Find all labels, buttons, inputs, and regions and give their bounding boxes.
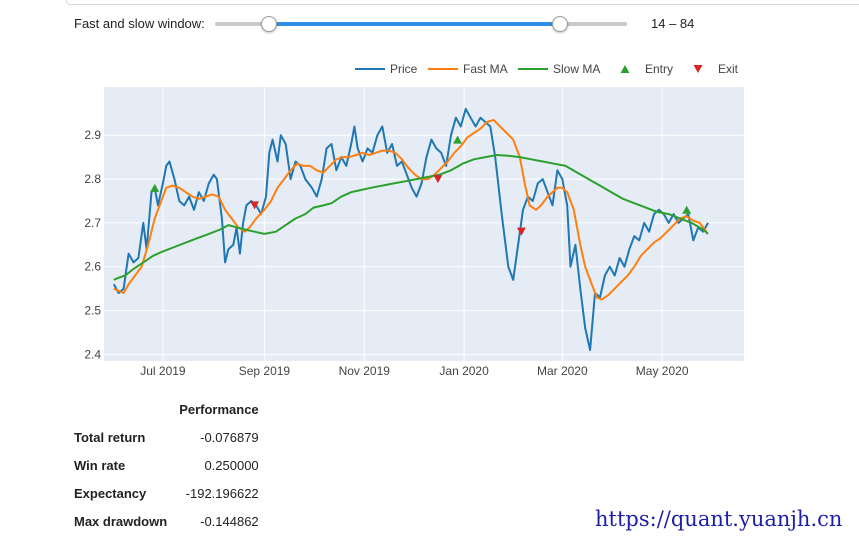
metric-label: Total return [74, 429, 146, 445]
series-line-price [112, 107, 709, 351]
legend-label: Fast MA [463, 62, 508, 76]
x-tick-label: Nov 2019 [339, 364, 391, 378]
y-tick-label: 2.7 [84, 216, 101, 230]
legend-label: Price [390, 62, 418, 76]
metric-value: -0.144862 [200, 513, 259, 529]
legend-label: Exit [718, 62, 739, 76]
range-slider-fill [269, 22, 561, 26]
window-slider-label: Fast and slow window: [74, 16, 205, 31]
fast-window-handle[interactable] [261, 16, 278, 32]
legend-label: Entry [645, 62, 673, 76]
metric-label: Max drawdown [74, 513, 168, 529]
metric-value: -0.076879 [200, 429, 259, 445]
table-row: Expectancy -192.196622 [68, 479, 265, 507]
exit-marker [433, 175, 443, 184]
window-range-value: 14 – 84 [651, 16, 695, 31]
table-row: Total return -0.076879 [68, 423, 265, 451]
performance-table: Performance Total return -0.076879 Win r… [68, 396, 265, 535]
x-tick-label: Jan 2020 [439, 364, 489, 378]
series-line-fast-ma [113, 118, 708, 301]
table-row: Win rate 0.250000 [68, 451, 265, 479]
watermark-url: https://quant.yuanjh.cn [595, 507, 843, 531]
top-panel-border [66, 0, 859, 5]
x-tick-label: Jul 2019 [140, 364, 186, 378]
x-tick-label: May 2020 [636, 364, 689, 378]
metric-value: 0.250000 [204, 457, 259, 473]
entry-marker [682, 205, 692, 214]
exit-marker [250, 201, 260, 210]
legend-label: Slow MA [553, 62, 600, 76]
series-line-slow-ma [113, 154, 709, 281]
y-tick-label: 2.8 [84, 172, 101, 186]
price-chart: 2.4 2.5 2.6 2.7 2.8 2.9 Jul 2019 Sep 2019 Nov 20… [84, 62, 744, 378]
table-row: Max drawdown -0.144862 [68, 507, 265, 535]
plot-area [104, 87, 744, 361]
entry-marker [453, 135, 463, 144]
legend-swatch [620, 65, 630, 73]
metric-label: Expectancy [74, 485, 147, 501]
x-tick-label: Sep 2019 [239, 364, 291, 378]
legend-swatch [693, 65, 703, 73]
metric-label: Win rate [74, 457, 126, 473]
range-slider-track[interactable] [215, 16, 627, 32]
entry-marker [150, 183, 160, 192]
slow-window-handle[interactable] [552, 16, 569, 32]
window-slider-row: Fast and slow window: 14 – 84 [74, 13, 774, 35]
x-tick-label: Mar 2020 [537, 364, 588, 378]
exit-marker [516, 227, 526, 236]
y-tick-label: 2.4 [84, 347, 101, 361]
y-tick-label: 2.5 [84, 304, 101, 318]
performance-header: Performance [179, 402, 259, 417]
y-tick-label: 2.9 [84, 128, 101, 142]
metric-value: -192.196622 [185, 485, 259, 501]
y-tick-label: 2.6 [84, 260, 101, 274]
